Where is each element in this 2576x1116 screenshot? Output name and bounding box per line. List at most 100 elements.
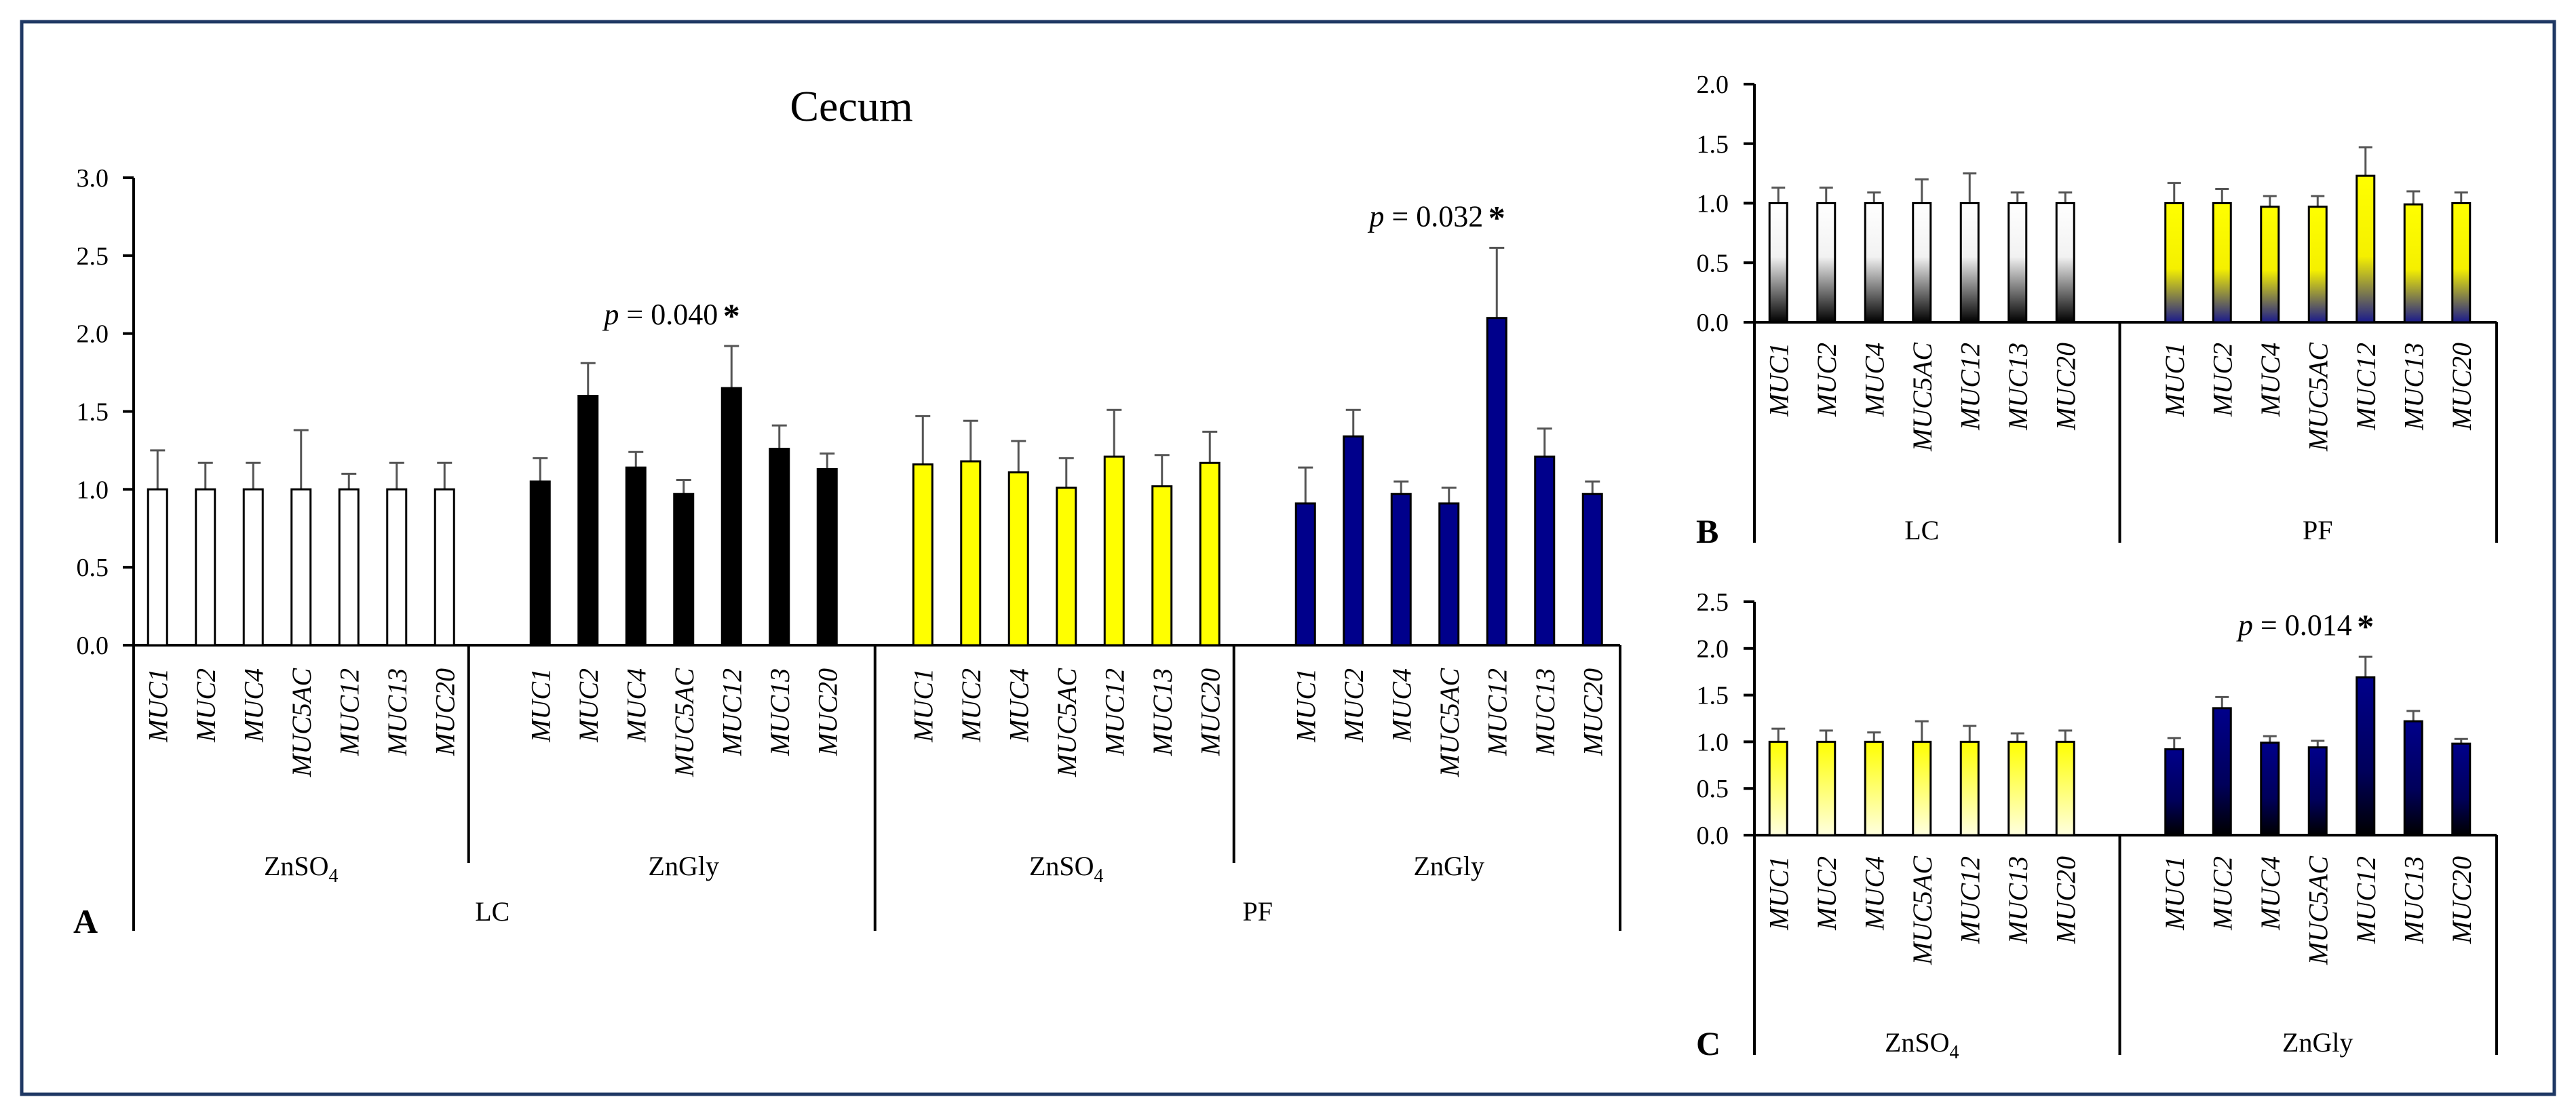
- bar: [1912, 740, 1932, 836]
- group-label: ZnSO4: [264, 851, 339, 887]
- bar: [2356, 676, 2376, 836]
- series-1: MUC1 MUC2 MUC4 MUC5AC MUC12 MUC13 MUC20: [1763, 172, 2081, 452]
- category-label: MUC12: [1955, 856, 1985, 944]
- y-tick-label: 0.5: [1697, 775, 1729, 803]
- category-label: MUC12: [716, 668, 747, 756]
- bar: [816, 467, 838, 647]
- category-label: MUC2: [1811, 343, 1842, 417]
- category-label: MUC4: [238, 668, 269, 743]
- y-tick-label: 0.0: [77, 632, 109, 660]
- category-label: MUC2: [1811, 856, 1842, 931]
- category-label: MUC13: [2003, 343, 2033, 431]
- category-label: MUC4: [1003, 668, 1034, 743]
- category-label: MUC1: [142, 668, 173, 743]
- bar: [1056, 486, 1077, 647]
- y-tick-label: 2.0: [77, 320, 109, 349]
- group-label-subscript: 4: [1950, 1042, 1959, 1063]
- y-tick-label: 0.0: [1697, 309, 1729, 337]
- bar: [769, 448, 790, 647]
- category-label: MUC13: [382, 668, 412, 756]
- p-value-text: = 0.032: [1384, 199, 1483, 233]
- category-label: MUC5AC: [1907, 855, 1938, 965]
- category-label: MUC5AC: [286, 668, 317, 777]
- bar: [720, 387, 742, 647]
- p-value-annotation: p = 0.014: [2236, 609, 2352, 642]
- y-tick-label: 2.5: [1697, 588, 1729, 617]
- category-label: MUC20: [1577, 668, 1608, 756]
- category-label: MUC20: [1195, 668, 1225, 756]
- category-label: MUC12: [334, 668, 364, 756]
- group-label-text: ZnSO: [264, 851, 329, 881]
- category-label: MUC5AC: [669, 668, 699, 777]
- category-label: MUC2: [1339, 668, 1369, 743]
- group-label: ZnSO4: [1029, 851, 1104, 887]
- bar: [2403, 203, 2423, 324]
- bar: [386, 488, 408, 647]
- y-tick-label: 1.0: [77, 476, 109, 504]
- bar: [577, 395, 599, 647]
- group-label: PF: [2303, 515, 2333, 545]
- series-2: MUC1 MUC2 MUC4 MUC5AC MUC12 MUC13 MUC20: [2159, 655, 2477, 965]
- bar: [2260, 742, 2280, 836]
- category-label: MUC5AC: [2303, 342, 2333, 452]
- group-label-text: ZnGly: [1414, 851, 1484, 881]
- bar: [1486, 317, 1507, 647]
- group-label-subscript: 4: [1094, 866, 1104, 887]
- significance-star: *: [2357, 607, 2374, 645]
- bar: [2451, 742, 2472, 836]
- group-label-text: ZnSO: [1029, 851, 1094, 881]
- panel-letter: B: [1696, 512, 1718, 550]
- bar: [2164, 202, 2185, 324]
- y-tick-label: 0.5: [1697, 249, 1729, 277]
- category-label: MUC12: [2351, 856, 2381, 944]
- bar: [195, 488, 216, 647]
- category-label: MUC2: [573, 668, 604, 743]
- y-tick-label: 1.5: [77, 398, 109, 427]
- category-label: MUC12: [2351, 343, 2381, 431]
- y-tick-label: 0.5: [77, 554, 109, 582]
- category-label: MUC5AC: [1434, 668, 1465, 777]
- p-symbol: p: [602, 298, 619, 331]
- category-label: MUC13: [2398, 856, 2429, 944]
- bar: [1534, 455, 1556, 647]
- bar: [1959, 202, 1980, 324]
- y-tick-label: 1.5: [1697, 682, 1729, 710]
- category-label: MUC1: [1763, 856, 1794, 931]
- p-symbol: p: [2236, 609, 2253, 642]
- category-label: MUC1: [2159, 856, 2190, 931]
- panel-letter: C: [1696, 1024, 1720, 1062]
- significance-star: *: [1488, 198, 1505, 236]
- group-label: ZnGly: [1414, 851, 1484, 881]
- bar: [1151, 485, 1173, 647]
- category-label: MUC1: [1290, 668, 1321, 743]
- category-label: MUC4: [2255, 856, 2286, 931]
- condition-label: PF: [1243, 896, 1273, 927]
- category-label: MUC2: [2207, 856, 2237, 931]
- bar: [242, 488, 264, 647]
- p-value-text: = 0.014: [2253, 609, 2352, 642]
- p-symbol: p: [1367, 199, 1384, 233]
- bar: [1816, 740, 1837, 836]
- group-label: ZnSO4: [1885, 1027, 1959, 1063]
- category-label: MUC12: [1955, 343, 1985, 431]
- category-label: MUC4: [1859, 343, 1889, 417]
- category-label: MUC13: [2398, 343, 2429, 431]
- y-tick-label: 3.0: [77, 164, 109, 193]
- bar: [2164, 748, 2185, 836]
- bar: [1343, 435, 1364, 647]
- series-4: MUC1 MUC2 MUC4 MUC5AC MUC12 MUC13 MUC20: [1290, 246, 1608, 777]
- category-label: MUC5AC: [1052, 668, 1082, 777]
- bar: [2403, 720, 2423, 836]
- y-tick-label: 2.0: [1697, 635, 1729, 663]
- category-label: MUC13: [2003, 856, 2033, 944]
- bar: [2007, 202, 2028, 324]
- series-1: MUC1 MUC2 MUC4 MUC5AC MUC12 MUC13 MUC20: [142, 429, 460, 777]
- group-label: LC: [1904, 515, 1939, 545]
- category-label: MUC1: [2159, 343, 2190, 417]
- category-label: MUC4: [621, 668, 651, 743]
- category-label: MUC13: [1147, 668, 1178, 756]
- series-1: MUC1 MUC2 MUC4 MUC5AC MUC12 MUC13 MUC20: [1763, 720, 2081, 965]
- category-label: MUC5AC: [2303, 855, 2333, 965]
